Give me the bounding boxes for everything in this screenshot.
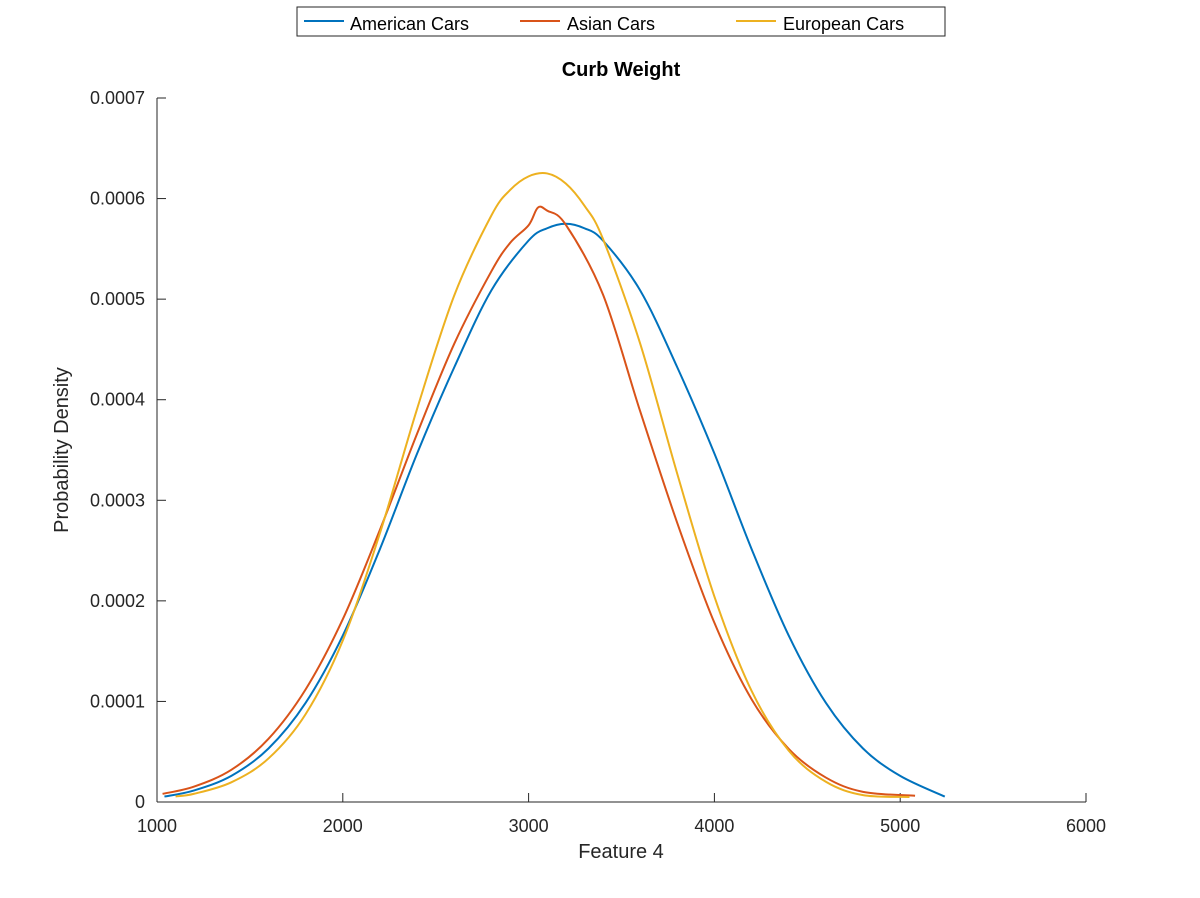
y-tick-label: 0.0006 [90, 189, 145, 209]
legend-box [296, 6, 946, 37]
legend-label-american: American Cars [350, 14, 469, 34]
y-tick-label: 0.0002 [90, 591, 145, 611]
y-tick-label: 0.0003 [90, 490, 145, 510]
y-tick-label: 0 [135, 792, 145, 812]
y-ticks: 0 0.0001 0.0002 0.0003 0.0004 0.0005 0.0006 0.0… [90, 88, 166, 812]
x-tick-label: 1000 [137, 816, 177, 836]
y-tick-label: 0.0007 [90, 88, 145, 108]
x-tick-label: 6000 [1066, 816, 1106, 836]
series-layer [162, 171, 946, 798]
axes [156, 98, 1086, 803]
y-tick-label: 0.0004 [90, 390, 145, 410]
x-tick-label: 3000 [509, 816, 549, 836]
x-tick-label: 4000 [694, 816, 734, 836]
legend-label-asian: Asian Cars [567, 14, 655, 34]
x-ticks: 1000 2000 3000 4000 5000 6000 [137, 793, 1106, 836]
y-tick-label: 0.0005 [90, 289, 145, 309]
x-tick-label: 5000 [880, 816, 920, 836]
series-line-european-cars [175, 171, 910, 798]
series-line-asian-cars [162, 205, 916, 797]
y-axis-label: Probability Density [51, 367, 73, 533]
y-tick-label: 0.0001 [90, 691, 145, 711]
legend-label-european: European Cars [783, 14, 904, 34]
x-tick-label: 2000 [323, 816, 363, 836]
x-axis-label: Feature 4 [578, 841, 664, 863]
chart-title: Curb Weight [562, 59, 681, 81]
legend: American Cars Asian Cars European Cars [296, 6, 946, 37]
series-line-american-cars [164, 222, 946, 798]
